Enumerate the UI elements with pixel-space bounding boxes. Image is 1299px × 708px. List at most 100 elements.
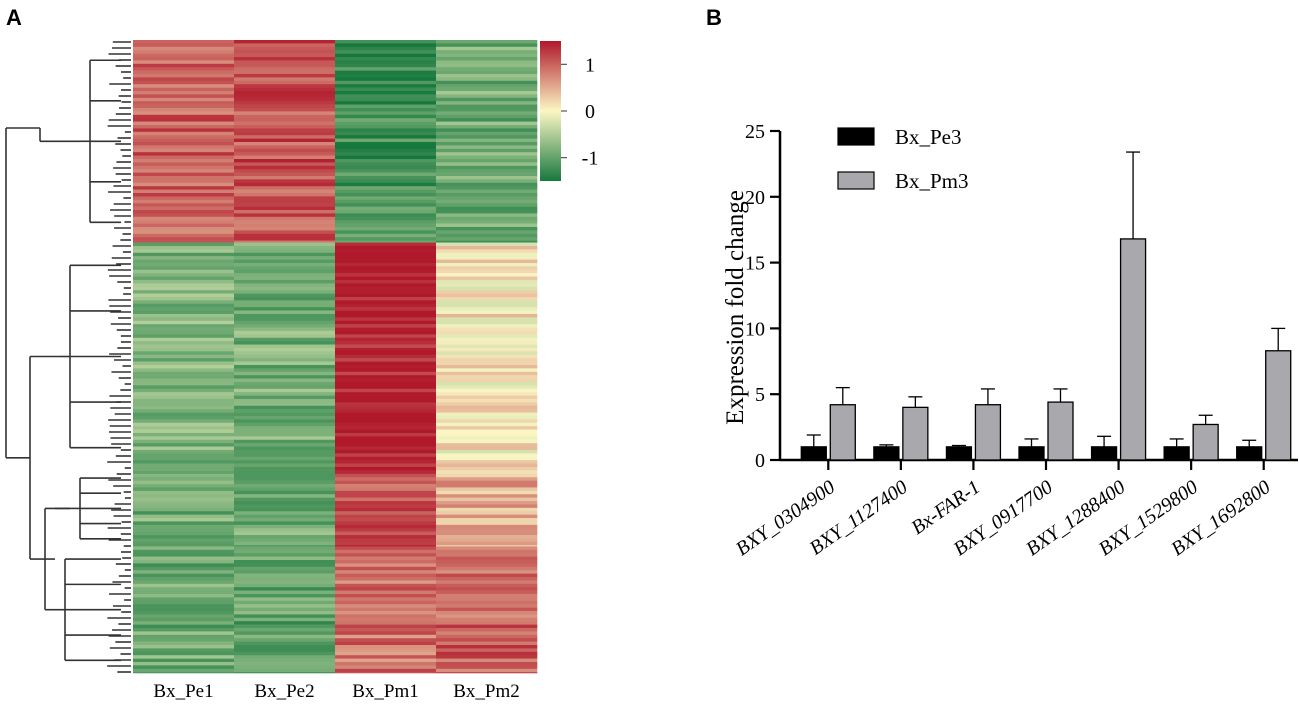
heatmap-cell <box>436 583 538 588</box>
heatmap-cell <box>133 324 235 328</box>
heatmap-cell <box>234 354 336 359</box>
heatmap-cell <box>234 524 336 529</box>
heatmap-cell <box>133 220 235 224</box>
heatmap-cell <box>436 237 538 241</box>
heatmap-cell <box>335 449 437 454</box>
heatmap-cell <box>133 597 235 602</box>
heatmap-cell <box>234 494 336 498</box>
heatmap-cell <box>436 182 538 187</box>
heatmap-cell <box>133 553 235 557</box>
heatmap-cell <box>436 504 538 509</box>
heatmap-cell <box>133 203 235 207</box>
heatmap-cell <box>234 381 336 386</box>
heatmap-cell <box>234 563 336 568</box>
heatmap-cell <box>335 668 437 673</box>
heatmap-cell <box>234 84 336 88</box>
heatmap-cell <box>133 74 235 78</box>
heatmap-cell <box>335 337 437 342</box>
heatmap-cell <box>436 477 538 481</box>
heatmap-cell <box>234 233 336 238</box>
heatmap-cell <box>436 651 538 656</box>
heatmap-cell <box>234 148 336 153</box>
heatmap-cell <box>234 303 336 308</box>
heatmap-cell <box>436 398 538 403</box>
heatmap-cell <box>234 368 336 373</box>
heatmap-cell <box>133 587 235 591</box>
heatmap-cell <box>335 121 437 126</box>
heatmap-cell <box>234 364 336 369</box>
heatmap-cell <box>133 60 235 65</box>
heatmap-cell <box>436 560 538 564</box>
heatmap-cell <box>133 186 235 190</box>
heatmap-cell <box>335 487 437 492</box>
heatmap-cell <box>335 538 437 543</box>
heatmap-cell <box>133 91 235 95</box>
heatmap-cell <box>335 484 437 488</box>
heatmap-cell <box>436 354 538 359</box>
heatmap-cell <box>133 672 235 674</box>
heatmap-cell <box>335 361 437 366</box>
heatmap-cell <box>335 453 437 458</box>
legend-label: Bx_Pe3 <box>895 125 962 149</box>
heatmap-cell <box>436 347 538 352</box>
heatmap-cell <box>133 638 235 642</box>
heatmap-column-label: Bx_Pm2 <box>453 681 520 702</box>
heatmap-cell <box>335 463 437 468</box>
heatmap-cell <box>234 273 336 277</box>
heatmap-cell <box>234 317 336 322</box>
heatmap-cell <box>436 621 538 625</box>
heatmap-cell <box>133 310 235 315</box>
y-tick-label: 10 <box>745 318 765 340</box>
heatmap-cell <box>335 57 437 61</box>
heatmap-cell <box>335 53 437 58</box>
heatmap-cell <box>436 189 538 194</box>
heatmap-cell <box>133 53 235 58</box>
heatmap-cell <box>234 296 336 301</box>
heatmap-cell <box>234 249 336 254</box>
heatmap-cell <box>335 87 437 92</box>
heatmap-cell <box>436 142 538 146</box>
heatmap-cell <box>133 162 235 167</box>
heatmap-cell <box>436 358 538 362</box>
heatmap-cell <box>335 395 437 400</box>
heatmap-cluster-3 <box>133 470 538 547</box>
heatmap-cell <box>335 638 437 642</box>
heatmap-cell <box>436 220 538 224</box>
heatmap-cell <box>234 611 336 615</box>
heatmap-cell <box>133 426 235 430</box>
heatmap-cell <box>133 477 235 481</box>
heatmap-cell <box>335 456 437 461</box>
legend-label: Bx_Pm3 <box>895 169 969 193</box>
heatmap-cell <box>436 279 538 284</box>
heatmap-cell <box>436 70 538 75</box>
bar-bx-pm3 <box>902 406 929 461</box>
heatmap-cell <box>133 230 235 235</box>
heatmap-cell <box>335 80 437 85</box>
heatmap-cell <box>133 470 235 475</box>
heatmap-cell <box>335 617 437 622</box>
heatmap-cell <box>234 538 336 543</box>
heatmap-cell <box>436 535 538 539</box>
heatmap-cell <box>436 611 538 615</box>
heatmap-cell <box>335 570 437 574</box>
heatmap-cell <box>234 453 336 458</box>
heatmap-cell <box>436 273 538 277</box>
heatmap-cell <box>133 432 235 437</box>
heatmap-cell <box>335 290 437 294</box>
heatmap-cell <box>234 549 336 554</box>
heatmap-cell <box>335 159 437 163</box>
heatmap-cell <box>133 155 235 160</box>
heatmap-cell <box>436 162 538 167</box>
heatmap-cell <box>234 456 336 461</box>
heatmap-cell <box>335 351 437 356</box>
heatmap-cell <box>335 556 437 561</box>
heatmap-cell <box>436 501 538 505</box>
heatmap-cell <box>133 172 235 177</box>
heatmap-cell <box>133 341 235 345</box>
heatmap-cell <box>335 443 437 447</box>
heatmap-cell <box>335 279 437 284</box>
heatmap-cell <box>436 514 538 519</box>
heatmap-cell <box>436 94 538 99</box>
heatmap-cell <box>335 227 437 231</box>
